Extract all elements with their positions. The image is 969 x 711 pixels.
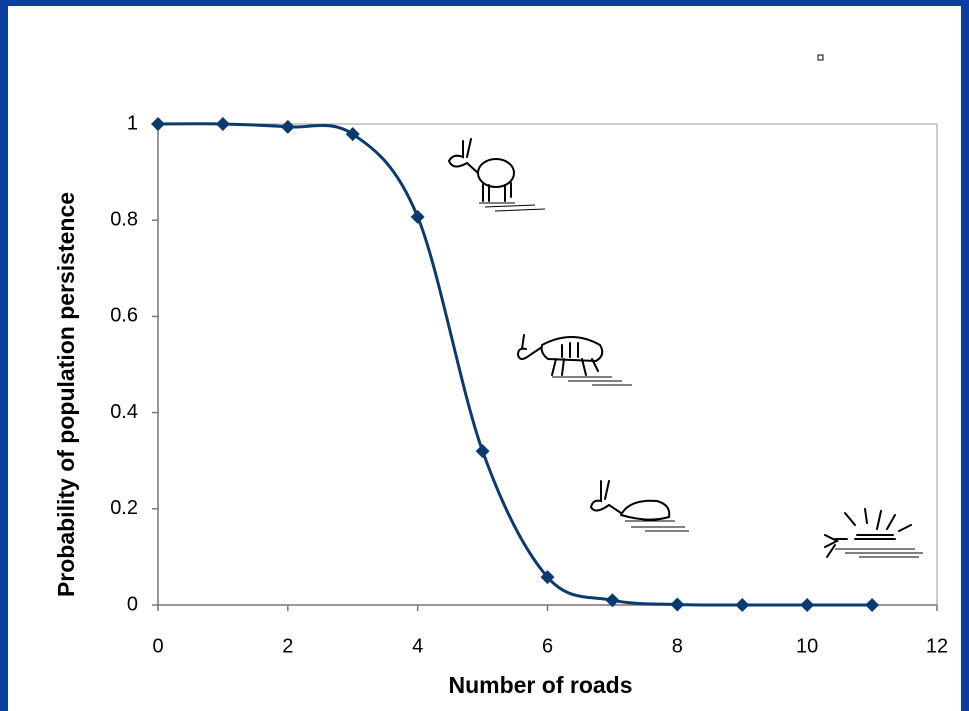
animal-lying xyxy=(589,480,689,532)
x-tick-label: 8 xyxy=(672,635,683,657)
animal-dead xyxy=(824,508,923,558)
y-tick-label: 0.4 xyxy=(110,401,138,423)
x-tick-label: 0 xyxy=(152,635,163,657)
y-tick-label: 1 xyxy=(127,112,138,134)
data-point xyxy=(280,119,295,134)
x-axis-title: Number of roads xyxy=(448,672,632,698)
x-tick-label: 2 xyxy=(282,635,293,657)
data-point xyxy=(800,598,815,612)
x-tick-label: 4 xyxy=(412,635,423,657)
small-box xyxy=(817,54,824,61)
animal-weak xyxy=(516,334,632,386)
x-tick-label: 6 xyxy=(542,635,553,657)
y-tick-label: 0 xyxy=(127,593,138,615)
data-point xyxy=(865,598,880,612)
y-axis-title: Probability of population persistence xyxy=(53,192,79,597)
data-point xyxy=(735,598,750,612)
y-tick-label: 0.6 xyxy=(110,305,138,327)
data-point xyxy=(215,117,230,131)
x-tick-label: 10 xyxy=(796,635,818,657)
data-point xyxy=(345,127,360,142)
data-point xyxy=(475,444,490,459)
x-tick-label: 12 xyxy=(926,635,948,657)
animal-standing xyxy=(447,138,546,212)
data-point xyxy=(670,597,685,612)
data-point xyxy=(151,117,165,131)
data-point xyxy=(540,570,555,585)
y-tick-label: 0.2 xyxy=(110,497,138,519)
data-point xyxy=(410,209,425,224)
data-point xyxy=(605,593,620,608)
y-tick-label: 0.8 xyxy=(110,208,138,230)
